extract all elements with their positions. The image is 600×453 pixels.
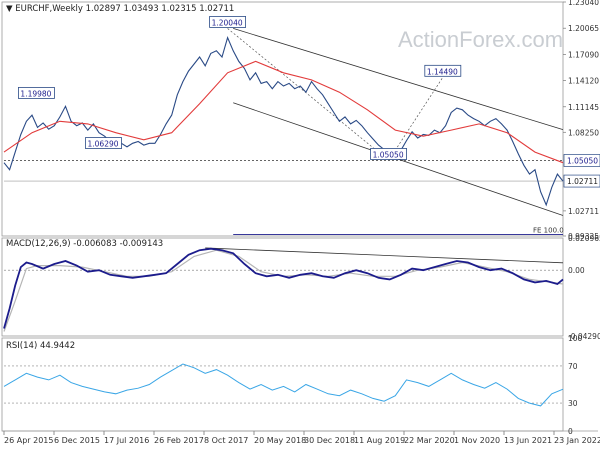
x-tick-label: 8 Oct 2017 (204, 436, 248, 445)
x-tick-label: 13 Jun 2021 (504, 436, 552, 445)
macd-header: MACD(12,26,9) -0.006083 -0.009143 (6, 239, 164, 249)
x-tick-label: 6 Dec 2015 (54, 436, 100, 445)
level-badge-box (563, 154, 600, 167)
panel-frames (1, 1, 598, 432)
x-tick-label: 1 Nov 2020 (454, 436, 500, 445)
x-tick-label: 22 Mar 2020 (404, 436, 455, 445)
moving-average-series (3, 60, 564, 164)
annotation-label: 1.06290 (88, 140, 119, 149)
swing-line-down (227, 28, 389, 161)
macd-y-tick-label: -0.042902 (568, 332, 600, 341)
close-badge: 1.02711 (567, 177, 598, 186)
moving-average-line (3, 60, 564, 164)
rsi-line (3, 363, 564, 407)
annotation-label: 1.20040 (212, 18, 243, 27)
price-panel-frame (1, 1, 564, 237)
annotations: FE 100.0 1.19980 1.06290 1.20040 1.05050 1.14… (18, 16, 564, 234)
annotation-box (370, 148, 407, 160)
gridlines (4, 160, 563, 182)
close-badge-box (563, 174, 600, 188)
x-tick-label: 11 Aug 2019 (354, 436, 405, 445)
rsi-header: RSI(14) 44.9442 (6, 341, 76, 351)
rsi-y-tick-label: 0 (568, 427, 573, 436)
x-tick-label: 30 Dec 2018 (304, 436, 355, 445)
annotation-label: 1.19980 (20, 89, 51, 98)
annotation-label: 1.05050 (373, 150, 404, 159)
fe-label: FE 100.0 (533, 226, 564, 234)
annotation-box (18, 87, 55, 99)
symbol-label: EURCHF,Weekly (15, 4, 83, 14)
y-tick-label: 1.20065 (568, 24, 599, 33)
ohlc-values: 1.02897 1.03493 1.02315 1.02711 (85, 4, 235, 14)
axis-labels: 26 Apr 2015 6 Dec 2015 17 Jul 2016 26 Feb 2… (3, 0, 600, 445)
annotation-box (209, 16, 247, 28)
rsi-y-tick-label: 70 (568, 362, 578, 371)
level-badge: 1.05050 (567, 156, 598, 165)
macd-trend-line (205, 247, 564, 264)
y-tick-label: 1.23040 (568, 0, 599, 7)
annotation-label: 1.14490 (427, 67, 458, 76)
macd-series (3, 247, 564, 332)
x-tick-label: 23 Jan 2022 (554, 436, 600, 445)
price-line (3, 35, 564, 207)
trend-channel (227, 28, 564, 235)
annotation-box (424, 64, 462, 77)
macd-y-tick-label: 0.00 (568, 266, 585, 275)
price-header: ▼ EURCHF,Weekly 1.02897 1.03493 1.02315 … (6, 4, 234, 14)
symbol-icon: ▼ (6, 4, 13, 14)
swing-line-up (388, 77, 444, 161)
rsi-series (3, 363, 564, 407)
macd-y-tick-label: 0.020965 (568, 234, 600, 243)
annotation-box (85, 137, 122, 149)
macd-panel-frame (1, 237, 564, 337)
x-tick-label: 20 May 2018 (254, 436, 306, 445)
channel-upper-line (233, 28, 564, 131)
watermark: ActionForex.com (398, 27, 564, 52)
x-tick-label: 17 Jul 2016 (104, 436, 149, 445)
y-tick-label: 1.08250 (568, 128, 599, 137)
y-tick-label: 1.17090 (568, 50, 599, 59)
y-tick-label: 1.02711 (568, 207, 599, 216)
x-tick-label: 26 Feb 2017 (154, 436, 204, 445)
macd-signal-line (3, 249, 564, 332)
x-tick-label: 26 Apr 2015 (4, 436, 53, 445)
y-tick-label: 1.14120 (568, 77, 599, 86)
macd-line (3, 247, 564, 329)
rsi-y-tick-label: 30 (568, 399, 578, 408)
price-series (3, 35, 564, 207)
y-tick-label: 0.99325 (568, 232, 599, 241)
rsi-y-tick-label: 100 (568, 334, 583, 343)
y-tick-label: 1.11145 (568, 103, 599, 112)
rsi-panel-frame (1, 337, 564, 432)
